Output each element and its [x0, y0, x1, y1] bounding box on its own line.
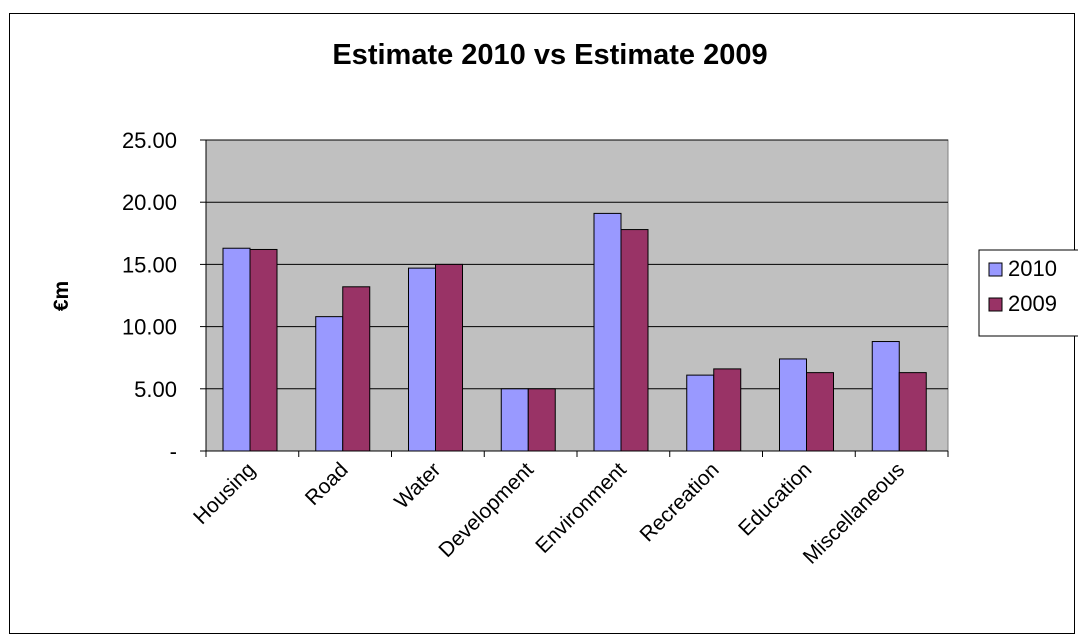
chart-title: Estimate 2010 vs Estimate 2009 [332, 39, 767, 71]
y-tick-label: 20.00 [122, 190, 177, 215]
bar [806, 372, 834, 452]
x-tick-label: Education [734, 458, 816, 540]
y-axis-label: €m [50, 281, 73, 311]
x-tick-label: Environment [531, 458, 631, 558]
legend-label: 2009 [1008, 291, 1057, 316]
bar [871, 341, 900, 452]
bar [779, 358, 807, 452]
bar [249, 248, 278, 452]
bar [500, 388, 529, 452]
legend: 2010 2009 [978, 249, 1078, 337]
bar [408, 267, 436, 452]
bar [342, 286, 371, 452]
bar [686, 374, 715, 452]
y-tick-label: 15.00 [122, 252, 177, 277]
x-tick-label: Development [434, 458, 538, 562]
bar [435, 263, 463, 452]
y-tick-label: 10.00 [122, 315, 177, 340]
bar [620, 229, 649, 452]
x-tick-label: Recreation [636, 458, 724, 546]
bar [898, 372, 927, 452]
y-tick-label: 5.00 [134, 377, 177, 402]
bar [527, 388, 556, 452]
legend-swatch [988, 297, 1003, 312]
legend-label: 2010 [1008, 256, 1057, 281]
y-tick-label: - [170, 439, 177, 464]
y-tick-label: 25.00 [122, 128, 177, 153]
legend-swatch [988, 262, 1003, 277]
plot-area-group: - 5.00 10.00 15.00 20.00 25.00 Housing Road Wate… [122, 128, 949, 569]
bar [593, 212, 622, 452]
bar [222, 247, 251, 452]
bar [713, 368, 742, 452]
bar [315, 316, 344, 452]
x-tick-label: Water [390, 458, 445, 513]
x-tick-label: Housing [189, 458, 260, 529]
x-tick-label: Road [301, 458, 353, 510]
